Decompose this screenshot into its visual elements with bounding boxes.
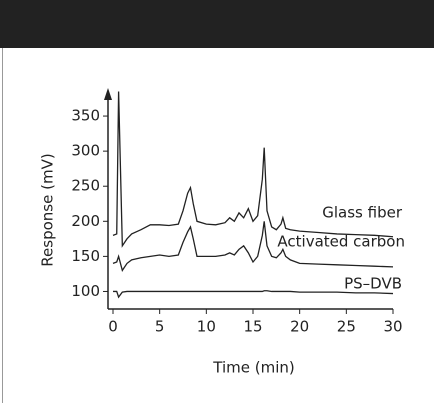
x-tick-label: 15 — [243, 318, 262, 336]
x-tick-label: 20 — [290, 318, 309, 336]
y-axis-arrow — [104, 88, 112, 100]
series-line — [112, 91, 394, 248]
y-tick-label: 250 — [71, 177, 100, 195]
header-bar — [0, 0, 434, 48]
series-line — [112, 221, 394, 272]
y-axis-label: Response (mV) — [39, 153, 57, 266]
x-tick-label: 25 — [337, 318, 356, 336]
x-tick-label: 5 — [155, 318, 165, 336]
series-label: Glass fiber — [322, 204, 403, 222]
series-label: Activated carbon — [277, 233, 405, 251]
panel — [2, 48, 434, 403]
y-tick-label: 350 — [71, 107, 100, 125]
x-axis-label: Time (min) — [212, 359, 294, 377]
y-tick-label: 200 — [71, 212, 100, 230]
x-tick-label: 0 — [108, 318, 118, 336]
x-tick-label: 10 — [197, 318, 216, 336]
y-tick-label: 300 — [71, 142, 100, 160]
y-tick-label: 150 — [71, 247, 100, 265]
y-tick-label: 100 — [71, 282, 100, 300]
series-line — [113, 290, 394, 299]
x-tick-label: 30 — [383, 318, 402, 336]
series-label: PS–DVB — [344, 275, 402, 293]
